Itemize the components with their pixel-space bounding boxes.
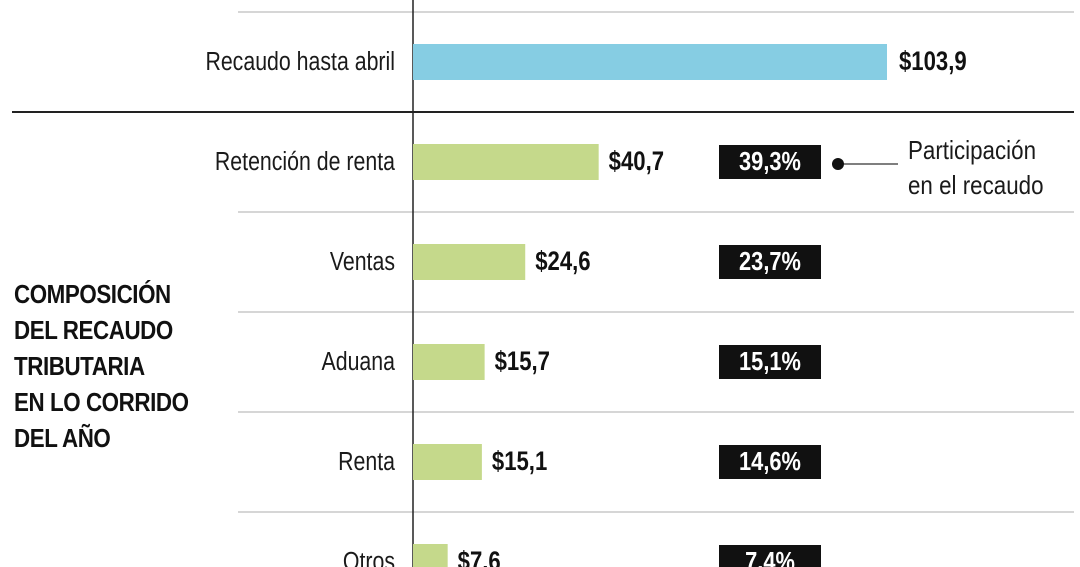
section-title-line: TRIBUTARIA bbox=[14, 351, 145, 381]
participation-label: 14,6% bbox=[739, 447, 801, 476]
bar bbox=[413, 544, 448, 567]
bar-total bbox=[413, 44, 887, 80]
participation-badge bbox=[719, 245, 821, 279]
value-label: $7,6 bbox=[458, 547, 501, 567]
category-label: Recaudo hasta abril bbox=[205, 47, 395, 77]
participation-label: 23,7% bbox=[739, 247, 801, 276]
gridlines bbox=[12, 0, 1074, 567]
section-title-line: DEL RECAUDO bbox=[14, 315, 173, 345]
value-label: $15,7 bbox=[495, 347, 550, 377]
category-label: Ventas bbox=[330, 247, 395, 277]
legend-line: en el recaudo bbox=[908, 170, 1044, 200]
category-label: Aduana bbox=[322, 347, 396, 377]
participation-label: 7,4% bbox=[745, 547, 795, 567]
bar bbox=[413, 344, 485, 380]
value-label: $103,9 bbox=[899, 47, 967, 77]
value-label: $24,6 bbox=[535, 247, 590, 277]
category-label: Otros bbox=[343, 547, 395, 567]
legend-pointer-dot bbox=[832, 158, 844, 170]
participation-label: 15,1% bbox=[739, 347, 801, 376]
legend-line: Participación bbox=[908, 135, 1037, 165]
bars-group bbox=[413, 44, 887, 567]
labels-group: Recaudo hasta abril $103,9 Retención de re… bbox=[205, 47, 966, 567]
participation-badge bbox=[719, 545, 821, 567]
participation-badge bbox=[719, 345, 821, 379]
participation-badge bbox=[719, 145, 821, 179]
value-label: $15,1 bbox=[492, 447, 548, 477]
participation-label: 39,3% bbox=[739, 147, 801, 176]
category-label: Retención de renta bbox=[215, 147, 396, 177]
value-label: $40,7 bbox=[609, 147, 664, 177]
bar bbox=[413, 144, 599, 180]
bar bbox=[413, 244, 526, 280]
category-label: Renta bbox=[338, 447, 396, 477]
bar bbox=[413, 444, 482, 480]
section-title-line: EN LO CORRIDO bbox=[14, 387, 189, 417]
section-title: COMPOSICIÓN DEL RECAUDO TRIBUTARIA EN LO… bbox=[14, 276, 199, 456]
section-title-line: DEL AÑO bbox=[14, 423, 111, 453]
participation-legend: Participación en el recaudo bbox=[908, 133, 1044, 203]
participation-badge bbox=[719, 445, 821, 479]
section-title-line: COMPOSICIÓN bbox=[14, 279, 171, 309]
